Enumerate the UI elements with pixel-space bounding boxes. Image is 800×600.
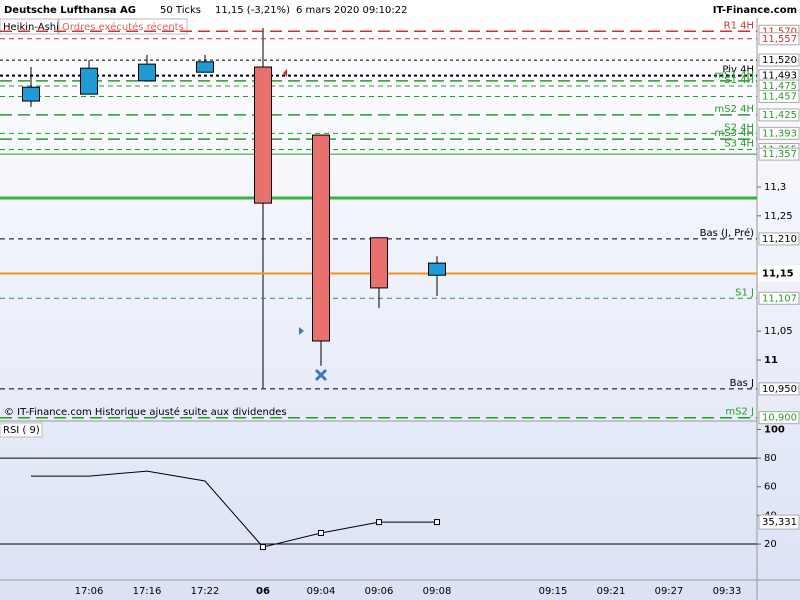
x-tick-label: 17:16 (133, 586, 162, 597)
x-tick-label: 17:06 (75, 586, 104, 597)
level-axis-label: 11,393 (762, 128, 797, 139)
level-axis-box (758, 32, 800, 46)
datetime: 6 mars 2020 09:10:22 (296, 5, 407, 16)
level-name: Piv 4H (722, 65, 754, 76)
level-name: mS1 4H (714, 70, 754, 81)
level-axis-box (758, 126, 800, 140)
candle-body (138, 63, 156, 82)
button[interactable] (58, 18, 188, 35)
button-label[interactable]: Heikin-Ashi (3, 22, 59, 33)
level-name: mS2 4H (714, 104, 754, 115)
y-tick-label: 11,05 (764, 326, 793, 337)
quote: 11,15 (-3,21%) (215, 5, 290, 16)
level-axis-label: 11,475 (762, 81, 797, 92)
rsi-line (31, 470, 438, 548)
x-tick-label: 09:33 (713, 586, 742, 597)
header-bar (0, 0, 800, 18)
interval: 50 Ticks (160, 5, 201, 16)
button[interactable] (0, 18, 59, 35)
level-axis-label: 11,557 (762, 34, 797, 45)
x-tick-label: 09:15 (539, 586, 568, 597)
candle-body (80, 67, 98, 95)
last-value-label: 35,331 (762, 517, 797, 528)
level-name: R1 4H (724, 20, 754, 31)
y-tick-label: 60 (764, 482, 777, 493)
x-tick-label: 17:22 (191, 586, 220, 597)
level-name: S1 J (735, 287, 754, 298)
level-axis-label: 11,570 (762, 26, 797, 37)
y-tick-label: 80 (764, 453, 777, 464)
level-name: mS2 J (725, 407, 754, 418)
level-name: Bas J (730, 378, 754, 389)
footer-note: © IT-Finance.com Historique ajusté suite… (4, 406, 287, 418)
rsi-point (318, 530, 324, 537)
y-tick-label: 11,3 (764, 182, 786, 193)
panel-label: RSI ( 9) (3, 425, 40, 436)
x-tick-label: 09:06 (365, 586, 394, 597)
y-tick-label: 11 (764, 355, 778, 366)
level-name: Bas (J, Pré) (700, 227, 754, 239)
last-price-label: 11,15 (762, 269, 794, 280)
candle-body (22, 86, 40, 102)
level-axis-box (758, 232, 800, 246)
level-axis-box (758, 89, 800, 103)
level-axis-label: 10,950 (762, 384, 797, 395)
brand: IT-Finance.com (713, 5, 797, 16)
rsi-point (376, 519, 382, 526)
trade-marker (299, 327, 304, 335)
x-tick-label: 09:27 (655, 586, 684, 597)
level-axis-label: 11,107 (762, 293, 797, 304)
x-tick-label: 06 (256, 586, 270, 597)
last-price-box (758, 265, 800, 282)
level-name: S2 4H (724, 122, 754, 133)
level-axis-box (758, 411, 800, 425)
x-tick-label: 09:04 (307, 586, 336, 597)
candle-body (312, 134, 330, 342)
panel-label-box (0, 422, 43, 438)
y-tick-label: 20 (764, 539, 777, 550)
level-axis-label: 11,210 (762, 234, 797, 245)
last-value-box (758, 514, 800, 530)
level-axis-label: 11,520 (762, 55, 797, 66)
y-tick-label: 100 (764, 424, 785, 435)
rsi-point (434, 519, 440, 526)
candle-body (196, 61, 214, 73)
level-axis-label: 11,493 (762, 71, 797, 82)
level-name: mS3 4H (714, 128, 754, 139)
candle-body (254, 66, 272, 204)
level-axis-box (758, 53, 800, 67)
title: Deutsche Lufthansa AG (4, 5, 136, 16)
level-axis-label: 11,425 (762, 110, 797, 121)
level-axis-box (758, 147, 800, 161)
level-axis-box (758, 108, 800, 122)
rsi-point (260, 544, 266, 551)
level-axis-box (758, 291, 800, 305)
x-tick-label: 09:08 (423, 586, 452, 597)
level-name: S1 4H (724, 75, 754, 86)
level-axis-label: 11,357 (762, 149, 797, 160)
level-axis-label: 10,900 (762, 413, 797, 424)
level-name: S3 4H (724, 139, 754, 150)
level-axis-label: 11,457 (762, 91, 797, 102)
trade-marker (314, 368, 328, 382)
trade-marker (283, 69, 287, 77)
candle-body (428, 262, 446, 276)
candle-body (370, 237, 388, 289)
button-label[interactable]: Ordres exécutés récents (62, 21, 184, 33)
level-axis-box (758, 382, 800, 396)
y-tick-label: 11,25 (764, 211, 793, 222)
x-tick-label: 09:21 (597, 586, 626, 597)
